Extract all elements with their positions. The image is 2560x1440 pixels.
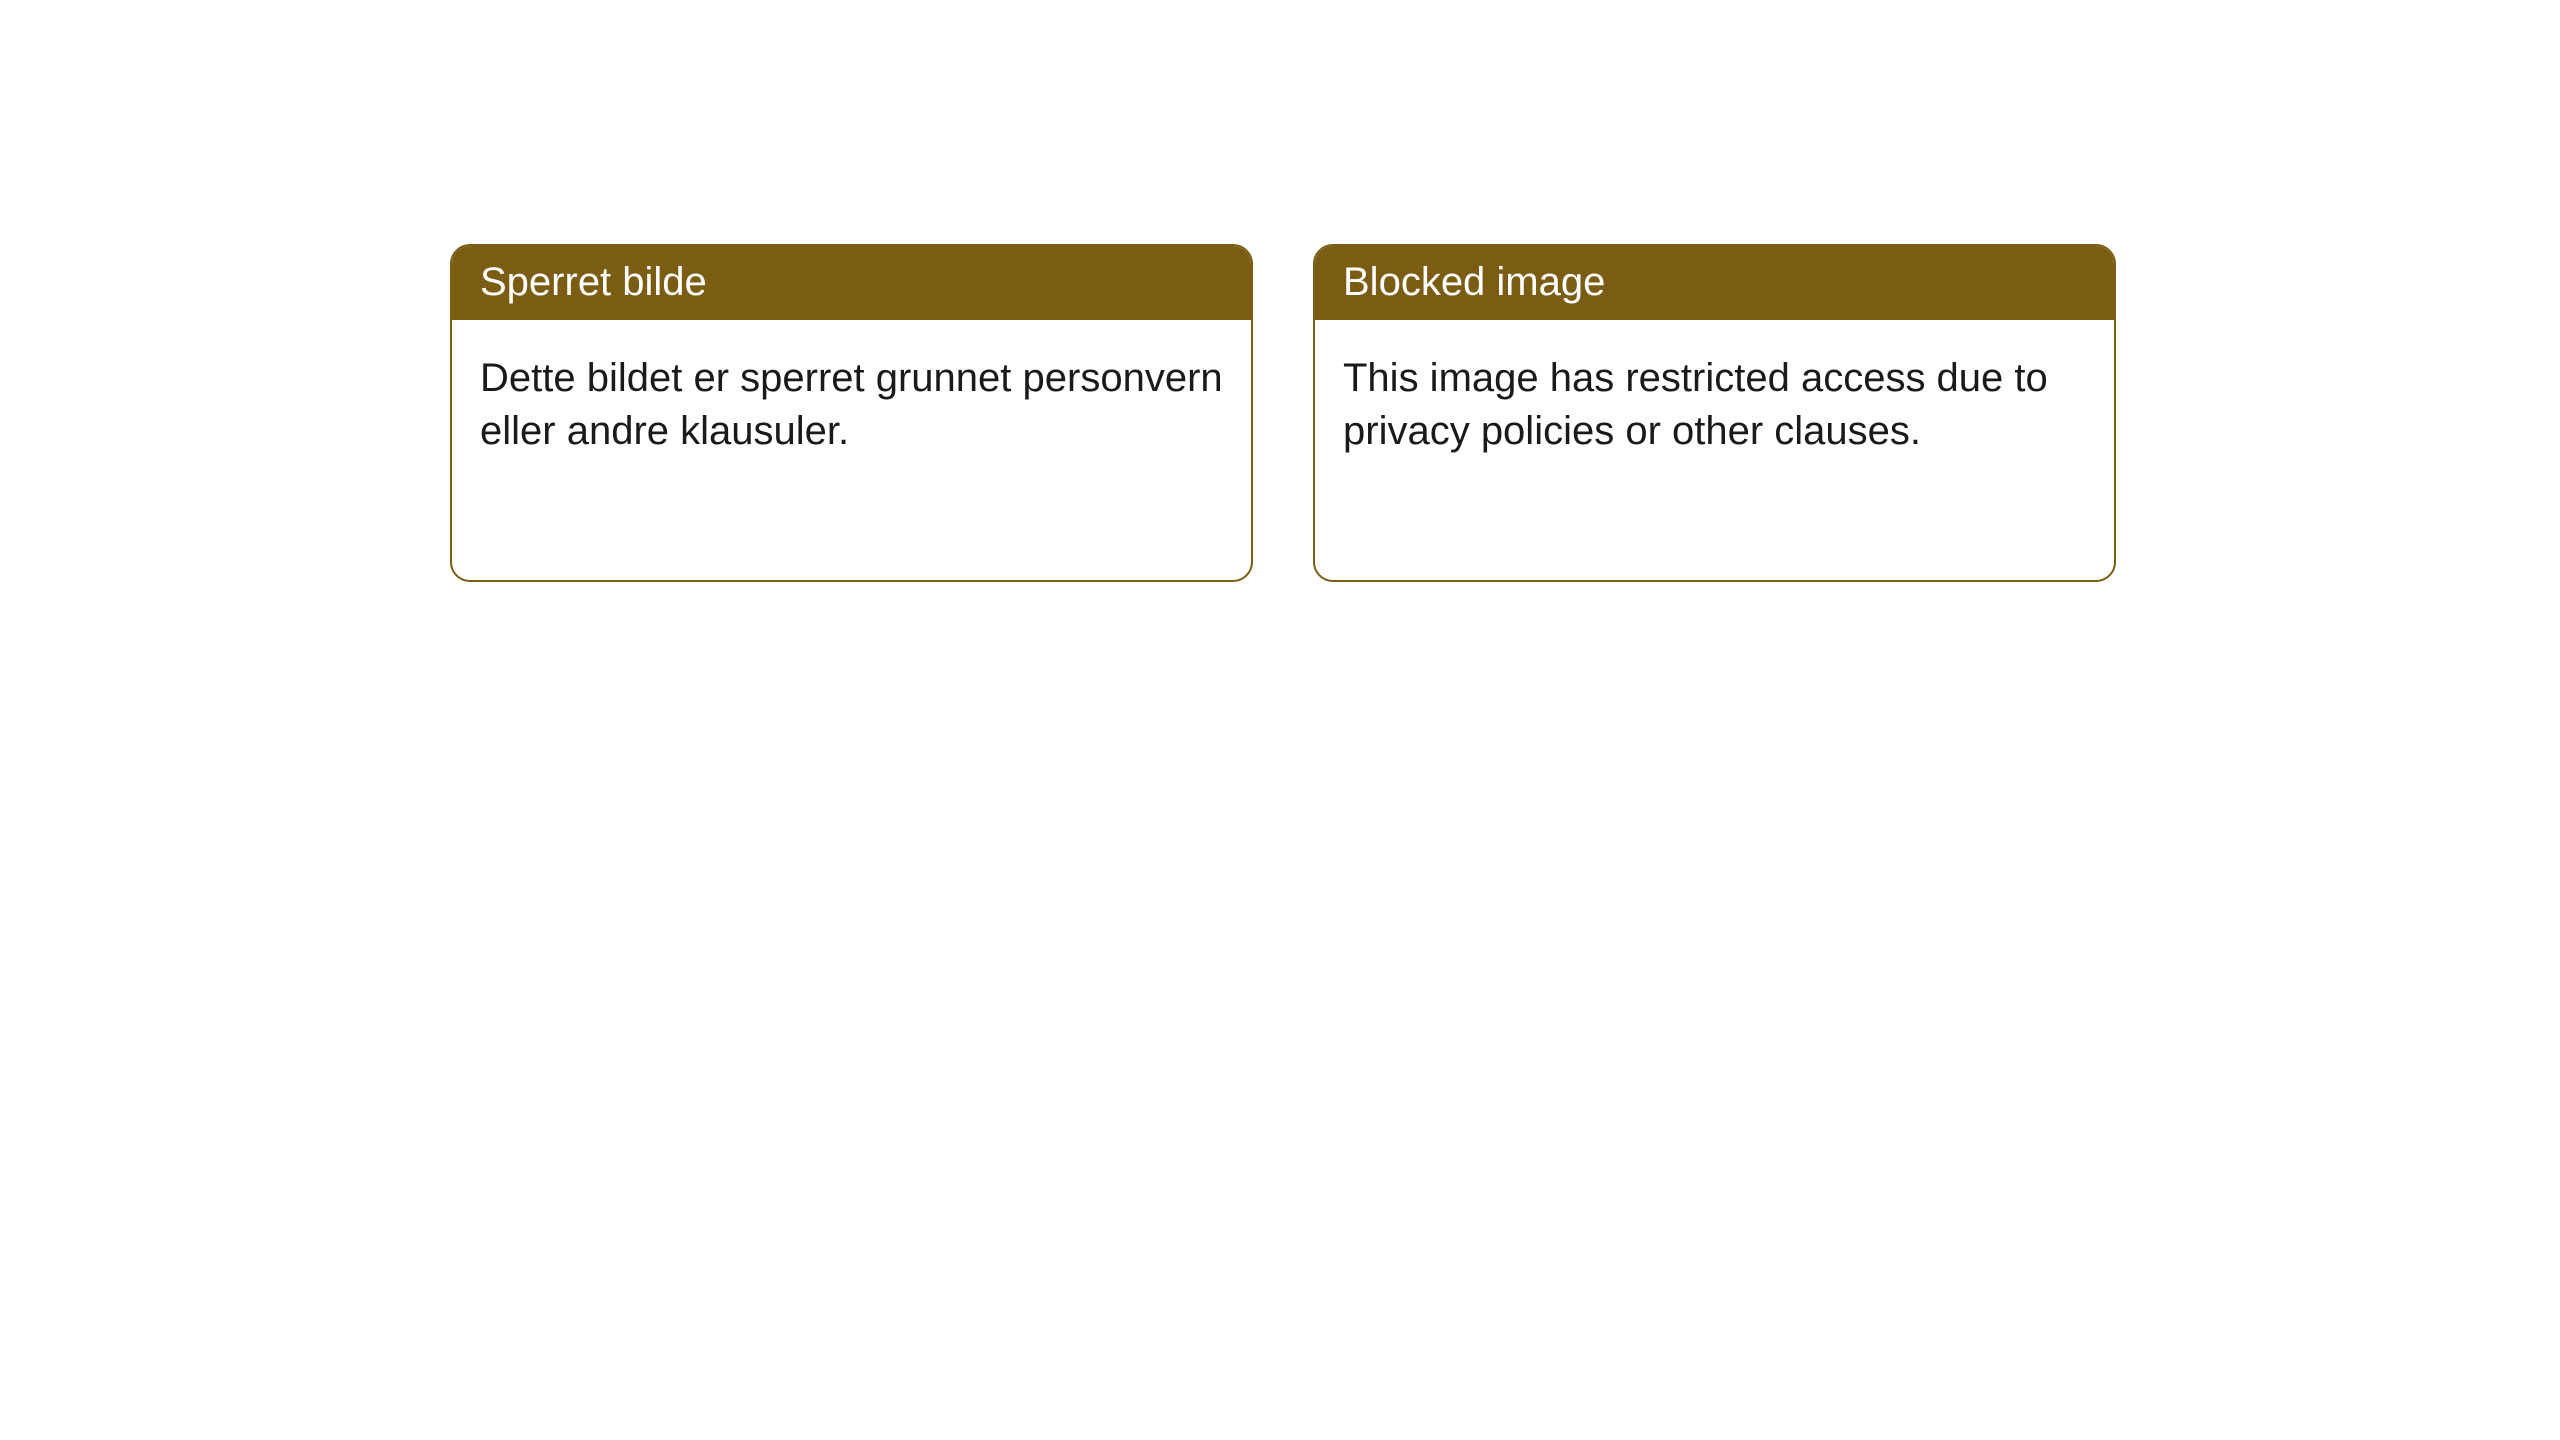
card-title: Blocked image: [1343, 260, 1605, 304]
card-container: Sperret bilde Dette bildet er sperret gr…: [0, 0, 2560, 582]
card-body: Dette bildet er sperret grunnet personve…: [452, 320, 1251, 490]
card-header: Sperret bilde: [452, 246, 1251, 320]
blocked-image-card-norwegian: Sperret bilde Dette bildet er sperret gr…: [450, 244, 1253, 582]
blocked-image-card-english: Blocked image This image has restricted …: [1313, 244, 2116, 582]
card-body: This image has restricted access due to …: [1315, 320, 2114, 490]
card-header: Blocked image: [1315, 246, 2114, 320]
card-title: Sperret bilde: [480, 260, 707, 304]
card-message: Dette bildet er sperret grunnet personve…: [480, 356, 1223, 453]
card-message: This image has restricted access due to …: [1343, 356, 2048, 453]
